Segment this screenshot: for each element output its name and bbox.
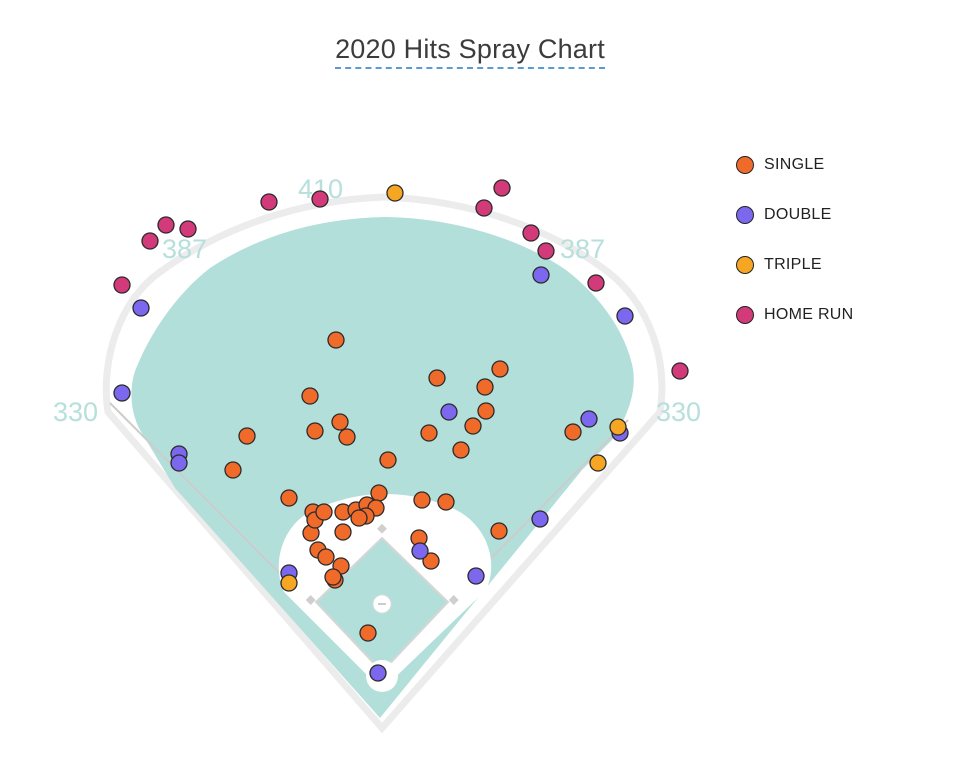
hit-single-3 <box>331 413 349 431</box>
hit-double-6 <box>369 664 387 682</box>
hit-home-run-1 <box>113 276 131 294</box>
hit-double-1 <box>132 299 150 317</box>
hit-triple-3 <box>589 454 607 472</box>
legend-item-double: DOUBLE <box>736 190 854 240</box>
baselines <box>314 536 450 673</box>
hit-single-7 <box>224 461 242 479</box>
legend-swatch-triple <box>736 256 754 274</box>
hit-single-8 <box>280 489 298 507</box>
hit-home-run-2 <box>141 232 159 250</box>
hit-single-20 <box>315 503 333 521</box>
pitching-rubber <box>378 603 386 605</box>
hit-single-33 <box>324 568 342 586</box>
distance-left-line: 330 <box>53 397 98 427</box>
hit-single-2 <box>301 387 319 405</box>
legend-item-home-run: HOME RUN <box>736 290 854 340</box>
hit-triple-2 <box>609 418 627 436</box>
hit-single-15 <box>491 360 509 378</box>
hit-single-1 <box>327 331 345 349</box>
hit-single-6 <box>238 427 256 445</box>
third-base <box>305 595 316 605</box>
hit-single-24 <box>370 484 388 502</box>
hit-home-run-4 <box>179 220 197 238</box>
hit-home-run-9 <box>522 224 540 242</box>
legend-label-double: DOUBLE <box>764 206 832 223</box>
hit-single-27 <box>350 509 368 527</box>
hit-single-5 <box>338 428 356 446</box>
hit-home-run-5 <box>260 193 278 211</box>
distance-right-center: 387 <box>560 234 605 264</box>
hit-single-9 <box>379 451 397 469</box>
legend-swatch-double <box>736 206 754 224</box>
hit-single-10 <box>420 424 438 442</box>
hit-double-9 <box>531 510 549 528</box>
legend-label-triple: TRIPLE <box>764 256 822 273</box>
hit-home-run-12 <box>671 362 689 380</box>
hit-triple-1 <box>386 184 404 202</box>
hit-home-run-3 <box>157 216 175 234</box>
hit-home-run-8 <box>493 179 511 197</box>
hit-single-39 <box>564 423 582 441</box>
hit-double-10 <box>440 403 458 421</box>
hit-double-4 <box>170 454 188 472</box>
legend-item-single: SINGLE <box>736 140 854 190</box>
legend-item-triple: TRIPLE <box>736 240 854 290</box>
legend-swatch-single <box>736 156 754 174</box>
hit-single-28 <box>334 523 352 541</box>
hit-single-12 <box>464 417 482 435</box>
hit-markers <box>113 179 689 682</box>
legend-label-home-run: HOME RUN <box>764 306 854 323</box>
hit-single-14 <box>476 378 494 396</box>
hit-single-40 <box>359 624 377 642</box>
hit-single-34 <box>413 491 431 509</box>
hit-double-7 <box>411 542 429 560</box>
hit-single-30 <box>317 548 335 566</box>
legend-swatch-home-run <box>736 306 754 324</box>
hit-double-13 <box>616 307 634 325</box>
hit-single-38 <box>490 522 508 540</box>
hit-single-4 <box>306 422 324 440</box>
hit-single-35 <box>437 493 455 511</box>
hit-home-run-10 <box>537 242 555 260</box>
distance-left-center: 387 <box>162 234 207 264</box>
outfield-grass <box>131 217 634 718</box>
hit-home-run-7 <box>475 199 493 217</box>
hit-double-2 <box>113 384 131 402</box>
distance-right-line: 330 <box>656 397 701 427</box>
hit-double-14 <box>532 266 550 284</box>
outfield-wall-band <box>102 193 666 734</box>
legend-label-single: SINGLE <box>764 156 825 173</box>
hit-single-13 <box>477 402 495 420</box>
hit-double-11 <box>580 410 598 428</box>
hit-home-run-11 <box>587 274 605 292</box>
hit-double-8 <box>467 567 485 585</box>
hit-triple-4 <box>280 574 298 592</box>
chart-title: 2020 Hits Spray Chart <box>0 34 940 69</box>
hit-single-16 <box>428 369 446 387</box>
legend: SINGLE DOUBLE TRIPLE HOME RUN <box>736 140 854 340</box>
hit-single-37 <box>422 552 440 570</box>
hit-single-11 <box>452 441 470 459</box>
hit-home-run-6 <box>311 190 329 208</box>
first-base <box>448 595 459 605</box>
